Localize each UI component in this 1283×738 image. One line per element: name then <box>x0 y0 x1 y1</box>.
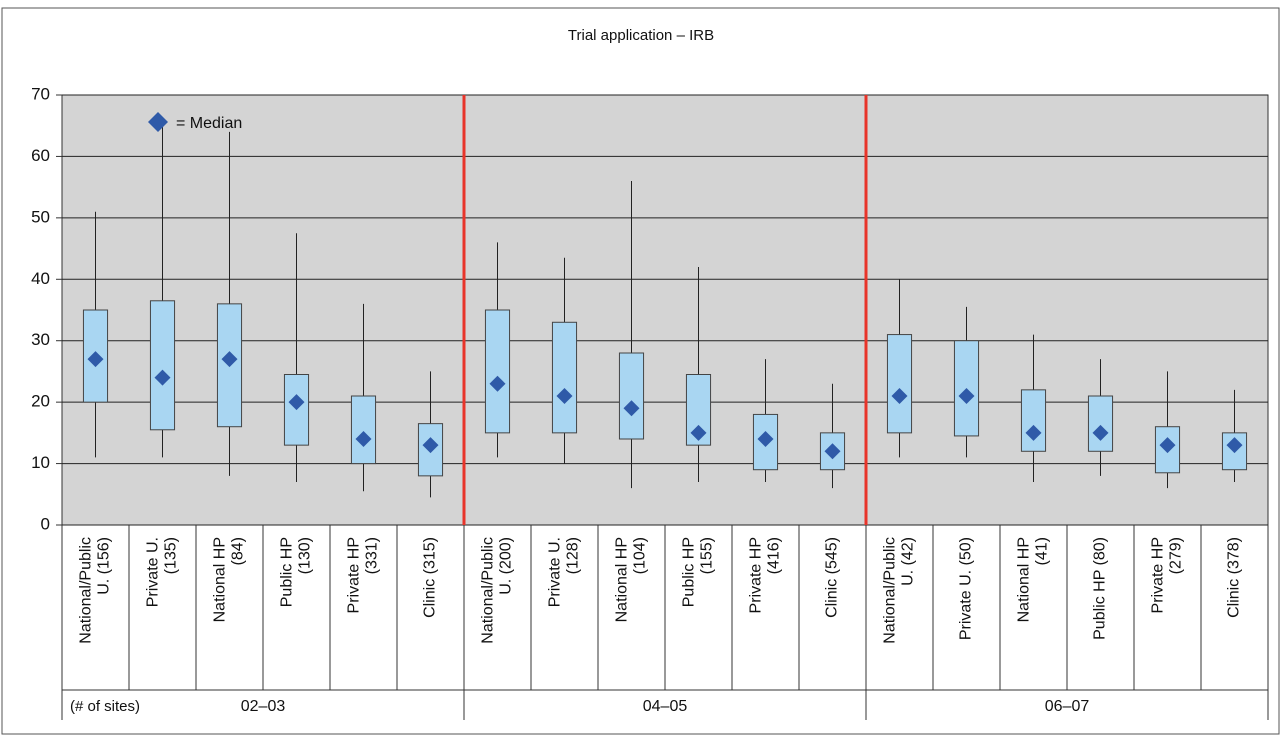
legend-label: = Median <box>176 115 242 132</box>
x-tick-label-line: National/Public <box>882 537 899 644</box>
x-tick-label: Private U.(128) <box>547 537 582 607</box>
median-marker <box>1226 437 1243 454</box>
median-marker <box>1159 437 1176 454</box>
x-tick-label-line: National HP <box>614 537 631 622</box>
median-marker <box>355 431 372 447</box>
median-marker <box>1092 424 1109 441</box>
median-marker <box>422 437 439 454</box>
legend-marker <box>148 112 168 132</box>
median-marker <box>154 369 171 386</box>
group-note: (# of sites) <box>70 698 140 715</box>
x-tick-label: Clinic (545) <box>824 537 841 618</box>
box <box>1020 389 1047 452</box>
x-tick-label-line: (331) <box>364 537 381 574</box>
x-tick-label: Private U.(135) <box>145 537 180 607</box>
x-tick-label-line: Private HP <box>346 537 363 613</box>
x-tick-label: National/PublicU. (156) <box>78 537 113 644</box>
box <box>350 395 377 465</box>
x-tick-label-line: (128) <box>565 537 582 574</box>
median-marker <box>489 375 506 392</box>
x-tick-label-line: Public HP <box>681 537 698 607</box>
x-tick-label-line: Clinic (545) <box>824 537 841 618</box>
x-tick-label: National HP(84) <box>212 537 247 622</box>
plot-area <box>61 94 1269 526</box>
x-tick-label-line: (130) <box>297 537 314 574</box>
x-tick-label-line: Private HP <box>1150 537 1167 613</box>
x-tick-label-line: National/Public <box>78 537 95 644</box>
chart-title: Trial application – IRB <box>568 27 714 44</box>
median-marker <box>221 351 238 368</box>
x-tick-label-line: Clinic (315) <box>422 537 439 618</box>
group-label: 06–07 <box>1045 698 1090 715</box>
x-tick-label: National/PublicU. (200) <box>480 537 515 644</box>
x-tick-label-line: (41) <box>1034 537 1051 565</box>
median-marker <box>623 400 640 417</box>
x-tick-label-line: (155) <box>699 537 716 574</box>
group-label: 04–05 <box>643 698 688 715</box>
y-tick-label: 20 <box>31 392 50 411</box>
x-tick-label-line: (135) <box>163 537 180 574</box>
median-marker <box>891 388 908 404</box>
x-tick-label-line: U. (200) <box>498 537 515 595</box>
x-tick-label-line: Private U. <box>547 537 564 607</box>
x-tick-label-line: Private HP <box>748 537 765 613</box>
box <box>484 309 511 434</box>
x-tick-label: National HP(104) <box>614 537 649 622</box>
y-tick-label: 0 <box>41 514 50 533</box>
median-marker <box>824 443 841 460</box>
y-tick-label: 40 <box>31 269 50 288</box>
x-tick-label-line: Private U. <box>145 537 162 607</box>
x-tick-label-line: (84) <box>230 537 247 565</box>
y-tick-label: 50 <box>31 207 50 226</box>
box <box>551 321 578 434</box>
y-tick-label: 60 <box>31 146 50 165</box>
x-tick-label-line: (416) <box>766 537 783 574</box>
x-tick-label: Public HP (80) <box>1092 537 1109 640</box>
y-tick-label: 70 <box>31 84 50 103</box>
x-tick-label: Public HP(155) <box>681 537 716 607</box>
x-tick-label-line: Clinic (378) <box>1226 537 1243 618</box>
x-tick-label: National/PublicU. (42) <box>882 537 917 644</box>
x-tick-label-line: Public HP <box>279 537 296 607</box>
median-marker <box>288 394 305 411</box>
x-tick-label: Clinic (315) <box>422 537 439 618</box>
x-tick-label-line: National HP <box>212 537 229 622</box>
median-marker <box>556 388 573 404</box>
box <box>618 352 645 440</box>
x-tick-label: Private U. (50) <box>958 537 975 640</box>
x-tick-label-line: National/Public <box>480 537 497 644</box>
x-tick-label-line: (279) <box>1168 537 1185 574</box>
x-tick-label-line: U. (42) <box>900 537 917 586</box>
x-tick-label: Private HP(279) <box>1150 537 1185 613</box>
x-tick-label-line: U. (156) <box>96 537 113 595</box>
x-tick-label: National HP(41) <box>1016 537 1051 622</box>
x-tick-label-line: (104) <box>632 537 649 574</box>
x-tick-label-line: National HP <box>1016 537 1033 622</box>
y-tick-label: 10 <box>31 453 50 472</box>
median-marker <box>757 431 774 447</box>
x-tick-label-line: Public HP (80) <box>1092 537 1109 640</box>
x-tick-label: Private HP(331) <box>346 537 381 613</box>
x-tick-label-line: Private U. (50) <box>958 537 975 640</box>
y-tick-label: 30 <box>31 330 50 349</box>
median-marker <box>958 388 975 404</box>
median-marker <box>1025 424 1042 441</box>
box <box>149 300 176 431</box>
x-tick-label: Private HP(416) <box>748 537 783 613</box>
box <box>1087 395 1114 452</box>
box <box>886 334 913 434</box>
median-marker <box>87 351 104 368</box>
x-tick-label: Clinic (378) <box>1226 537 1243 618</box>
group-label: 02–03 <box>241 698 286 715</box>
median-marker <box>690 424 707 441</box>
x-tick-label: Public HP(130) <box>279 537 314 607</box>
